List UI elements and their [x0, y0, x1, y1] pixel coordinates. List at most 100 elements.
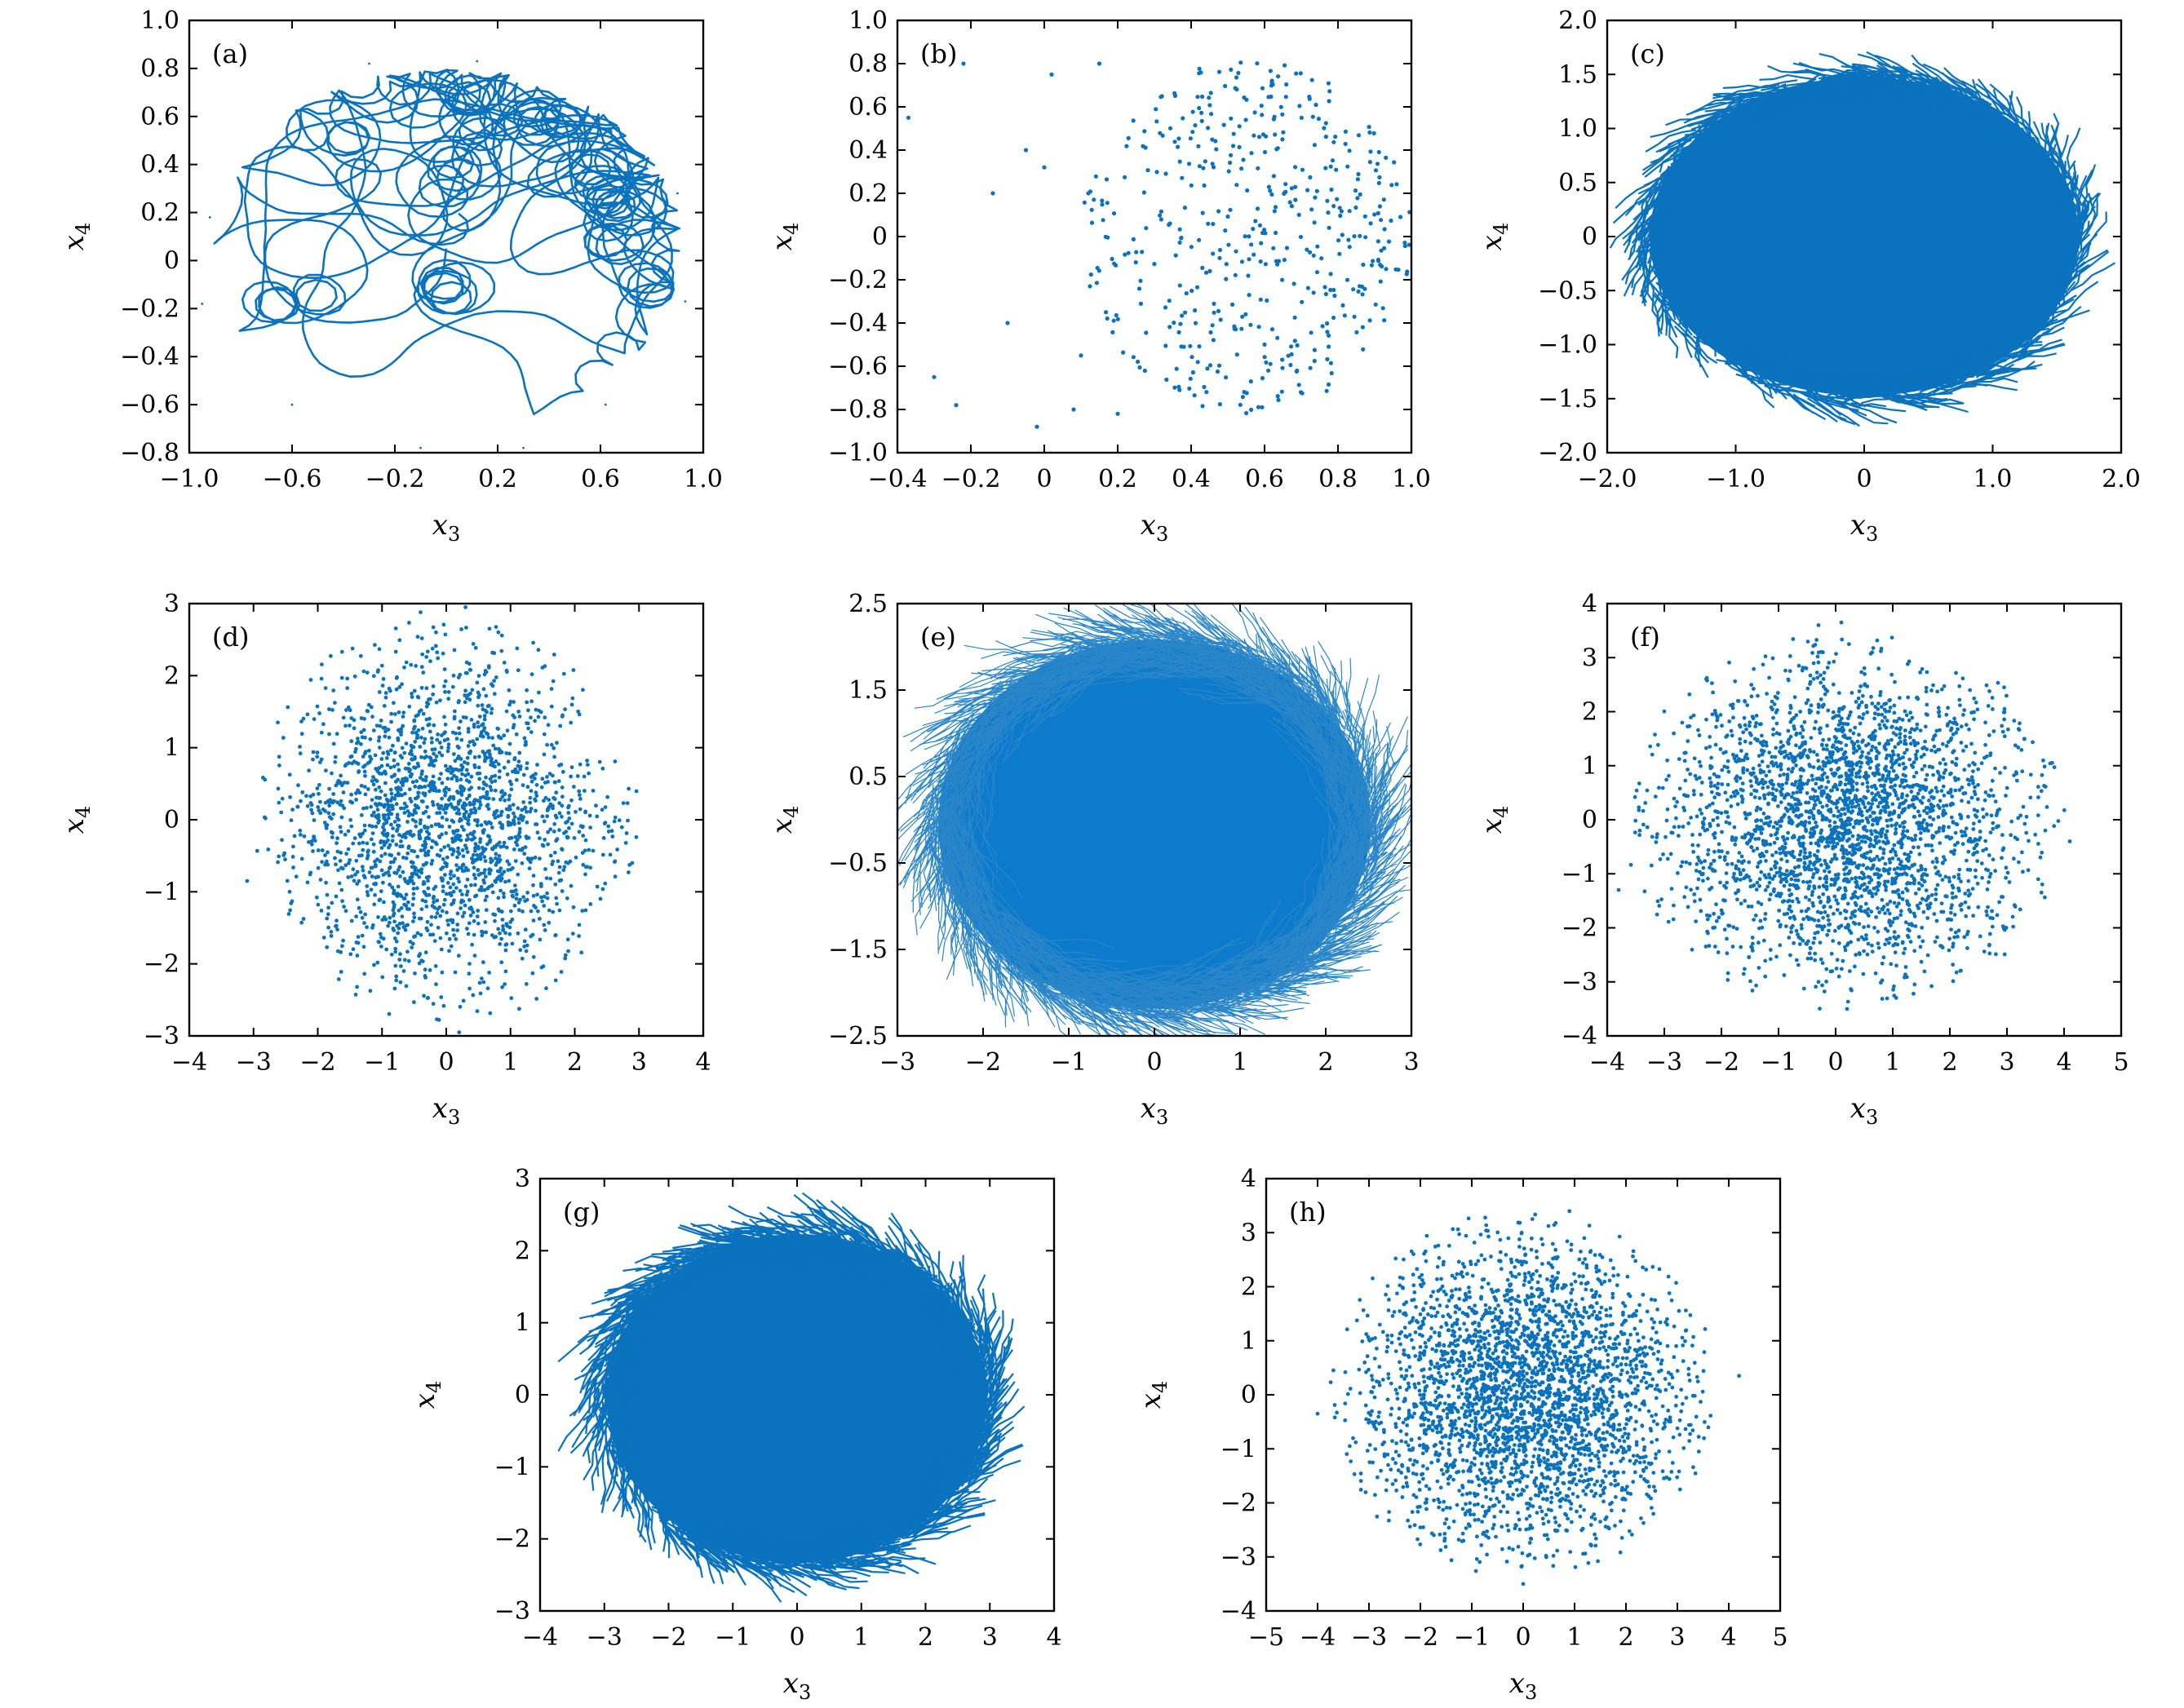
data-point — [383, 734, 388, 739]
data-point — [560, 803, 565, 808]
data-point — [400, 755, 404, 760]
trajectory-segment — [1988, 312, 2012, 348]
data-point — [389, 952, 394, 957]
trajectory-segment — [1324, 816, 1363, 882]
data-point — [1221, 122, 1226, 127]
data-point — [384, 797, 389, 802]
data-point — [498, 888, 503, 893]
data-point — [440, 878, 445, 883]
data-point — [383, 840, 388, 845]
data-point — [431, 774, 436, 779]
x-tick-label: 3 — [631, 1048, 647, 1077]
trajectory-segment — [1792, 363, 1838, 396]
data-point — [361, 868, 365, 873]
data-point — [1138, 301, 1143, 306]
data-point — [334, 924, 338, 928]
trajectory-segment — [1790, 69, 1848, 77]
data-point — [320, 860, 324, 865]
trajectory-segment — [1223, 996, 1310, 1007]
data-point — [479, 732, 484, 737]
data-point — [560, 814, 564, 819]
data-point — [392, 919, 396, 924]
data-point — [383, 817, 388, 822]
data-point — [491, 743, 496, 748]
data-point — [412, 911, 416, 916]
y-tick-label: −0.6 — [120, 391, 179, 419]
data-point — [1212, 301, 1216, 306]
data-point — [481, 960, 485, 965]
data-point — [1211, 165, 1216, 170]
data-point — [404, 984, 409, 989]
data-point — [1121, 350, 1126, 355]
data-point — [535, 763, 539, 767]
data-point — [1199, 110, 1204, 115]
data-point — [374, 779, 379, 783]
data-point — [1188, 343, 1193, 348]
data-point — [591, 789, 596, 793]
data-point — [503, 943, 508, 947]
data-point — [1258, 297, 1263, 302]
data-point — [370, 715, 374, 719]
data-point — [388, 915, 392, 920]
data-point — [526, 726, 530, 731]
trajectory-segment — [1328, 799, 1343, 874]
data-point — [410, 692, 414, 696]
trajectory-segment — [1922, 385, 1977, 399]
data-point — [445, 881, 450, 885]
data-point — [1247, 257, 1251, 262]
data-point — [1307, 96, 1312, 101]
trajectory-segment — [1110, 985, 1196, 1001]
data-point — [512, 820, 516, 825]
trajectory-segment — [1256, 632, 1312, 697]
data-point — [1207, 95, 1212, 100]
y-tick-label: 1.0 — [848, 7, 888, 35]
data-point — [393, 626, 398, 631]
data-point — [466, 868, 471, 873]
data-point — [439, 746, 444, 750]
trajectory-segment — [1716, 359, 1766, 373]
data-point — [562, 865, 567, 869]
trajectory-segment — [1694, 110, 1749, 125]
data-point — [1296, 383, 1301, 387]
data-point — [1196, 144, 1201, 148]
trajectory-segment — [1062, 968, 1150, 980]
data-point — [305, 880, 310, 885]
data-point — [402, 806, 406, 811]
data-point — [317, 808, 321, 812]
trajectory-segment — [1841, 389, 1894, 404]
trajectory-segment — [1833, 370, 1889, 387]
data-point — [423, 861, 428, 866]
data-point — [1256, 166, 1260, 170]
data-point — [1189, 288, 1194, 294]
data-point — [1280, 137, 1285, 142]
data-point — [460, 848, 465, 852]
data-point — [587, 847, 591, 852]
data-point — [412, 718, 417, 723]
data-point — [466, 821, 470, 825]
trajectory-segment — [1159, 967, 1241, 1006]
data-point — [353, 750, 357, 754]
trajectory-segment — [1042, 646, 1129, 660]
trajectory-segment — [910, 712, 981, 752]
trajectory-segment — [1646, 223, 1666, 264]
data-point — [348, 799, 352, 804]
trajectory-segment — [1663, 182, 1679, 223]
trajectory-segment — [2012, 270, 2026, 312]
trajectory-segment — [1272, 927, 1353, 953]
data-point — [401, 723, 405, 728]
trajectory-segment — [1202, 998, 1288, 1020]
data-point — [1343, 141, 1348, 147]
data-point — [465, 889, 470, 894]
trajectory-segment — [2062, 170, 2068, 214]
data-point — [1288, 362, 1293, 368]
data-point — [370, 779, 374, 783]
data-point — [450, 852, 454, 856]
data-point — [494, 863, 498, 867]
trajectory-segment — [1369, 752, 1378, 828]
data-point — [444, 892, 449, 896]
data-point — [494, 808, 499, 813]
data-point — [525, 943, 529, 948]
data-point — [361, 847, 365, 852]
data-point — [465, 796, 469, 801]
data-point — [571, 905, 576, 909]
